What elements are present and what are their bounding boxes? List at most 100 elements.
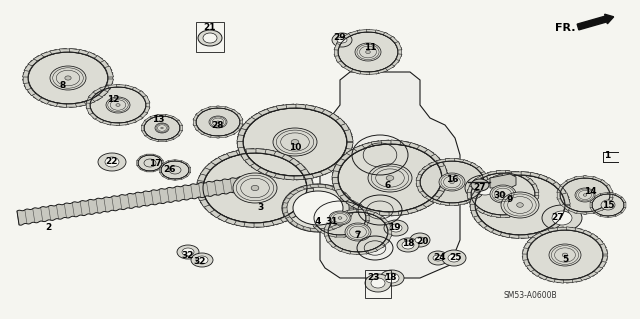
- Polygon shape: [416, 183, 423, 192]
- Polygon shape: [236, 148, 254, 155]
- Polygon shape: [175, 178, 182, 180]
- Polygon shape: [78, 99, 95, 107]
- Polygon shape: [50, 102, 67, 108]
- Polygon shape: [371, 210, 389, 216]
- Ellipse shape: [161, 127, 163, 129]
- Polygon shape: [538, 174, 555, 183]
- Polygon shape: [383, 64, 395, 72]
- Polygon shape: [416, 172, 423, 181]
- Polygon shape: [513, 210, 527, 216]
- Polygon shape: [296, 201, 310, 213]
- Polygon shape: [236, 221, 254, 227]
- Polygon shape: [153, 169, 159, 172]
- Text: 16: 16: [445, 175, 458, 184]
- Text: 28: 28: [212, 121, 224, 130]
- Polygon shape: [208, 135, 219, 138]
- Polygon shape: [408, 204, 427, 213]
- Polygon shape: [201, 132, 211, 137]
- Polygon shape: [88, 112, 98, 119]
- Polygon shape: [283, 193, 293, 203]
- Text: 4: 4: [315, 218, 321, 226]
- Polygon shape: [335, 235, 346, 237]
- Polygon shape: [474, 217, 488, 228]
- Polygon shape: [562, 193, 570, 204]
- Polygon shape: [481, 172, 488, 181]
- Polygon shape: [532, 230, 547, 239]
- Polygon shape: [125, 120, 136, 125]
- Polygon shape: [116, 84, 129, 88]
- Ellipse shape: [329, 211, 351, 225]
- Polygon shape: [218, 215, 236, 225]
- Ellipse shape: [338, 32, 398, 72]
- Text: 1: 1: [604, 151, 610, 160]
- Polygon shape: [552, 217, 566, 228]
- Polygon shape: [332, 186, 346, 195]
- Ellipse shape: [415, 237, 425, 243]
- Polygon shape: [483, 178, 488, 186]
- Polygon shape: [227, 149, 245, 157]
- Polygon shape: [303, 184, 318, 189]
- Polygon shape: [172, 134, 180, 140]
- Ellipse shape: [384, 220, 408, 236]
- Polygon shape: [86, 101, 90, 109]
- Polygon shape: [28, 56, 42, 66]
- Polygon shape: [289, 206, 305, 218]
- Polygon shape: [232, 129, 241, 135]
- Polygon shape: [189, 168, 191, 172]
- Polygon shape: [479, 172, 492, 178]
- Ellipse shape: [365, 50, 371, 54]
- Polygon shape: [141, 125, 145, 131]
- Polygon shape: [532, 184, 539, 192]
- Polygon shape: [201, 107, 211, 112]
- Ellipse shape: [209, 116, 227, 128]
- Ellipse shape: [475, 181, 495, 195]
- Ellipse shape: [542, 205, 582, 231]
- Ellipse shape: [98, 153, 126, 171]
- Polygon shape: [502, 171, 519, 177]
- Polygon shape: [314, 168, 332, 178]
- Polygon shape: [237, 136, 244, 148]
- Polygon shape: [340, 149, 356, 160]
- Polygon shape: [296, 185, 311, 191]
- Polygon shape: [395, 41, 402, 50]
- Polygon shape: [623, 202, 626, 208]
- Polygon shape: [335, 199, 346, 201]
- Polygon shape: [566, 208, 577, 213]
- Polygon shape: [159, 157, 163, 161]
- Polygon shape: [246, 149, 264, 153]
- Polygon shape: [237, 124, 243, 131]
- Polygon shape: [310, 185, 326, 187]
- Polygon shape: [600, 244, 608, 254]
- Polygon shape: [436, 158, 450, 163]
- Text: 10: 10: [289, 144, 301, 152]
- Polygon shape: [147, 154, 154, 155]
- Polygon shape: [304, 189, 314, 201]
- Polygon shape: [454, 158, 468, 163]
- Polygon shape: [232, 109, 241, 115]
- Ellipse shape: [356, 230, 360, 234]
- Polygon shape: [197, 169, 209, 181]
- Polygon shape: [326, 240, 336, 248]
- Polygon shape: [493, 172, 510, 180]
- Polygon shape: [524, 262, 534, 272]
- Polygon shape: [540, 228, 556, 235]
- Polygon shape: [557, 197, 564, 205]
- Polygon shape: [125, 85, 136, 90]
- Polygon shape: [470, 162, 482, 170]
- Text: 26: 26: [164, 166, 176, 174]
- Polygon shape: [566, 176, 577, 182]
- Polygon shape: [387, 228, 392, 236]
- Polygon shape: [418, 167, 428, 175]
- Polygon shape: [593, 176, 604, 182]
- Polygon shape: [594, 212, 601, 216]
- Polygon shape: [375, 30, 388, 36]
- Polygon shape: [93, 116, 104, 123]
- Polygon shape: [363, 209, 369, 216]
- Polygon shape: [353, 143, 371, 152]
- Polygon shape: [28, 90, 42, 100]
- Polygon shape: [208, 106, 219, 109]
- Polygon shape: [251, 109, 268, 120]
- Polygon shape: [351, 200, 362, 206]
- Ellipse shape: [475, 175, 565, 235]
- Polygon shape: [621, 207, 626, 213]
